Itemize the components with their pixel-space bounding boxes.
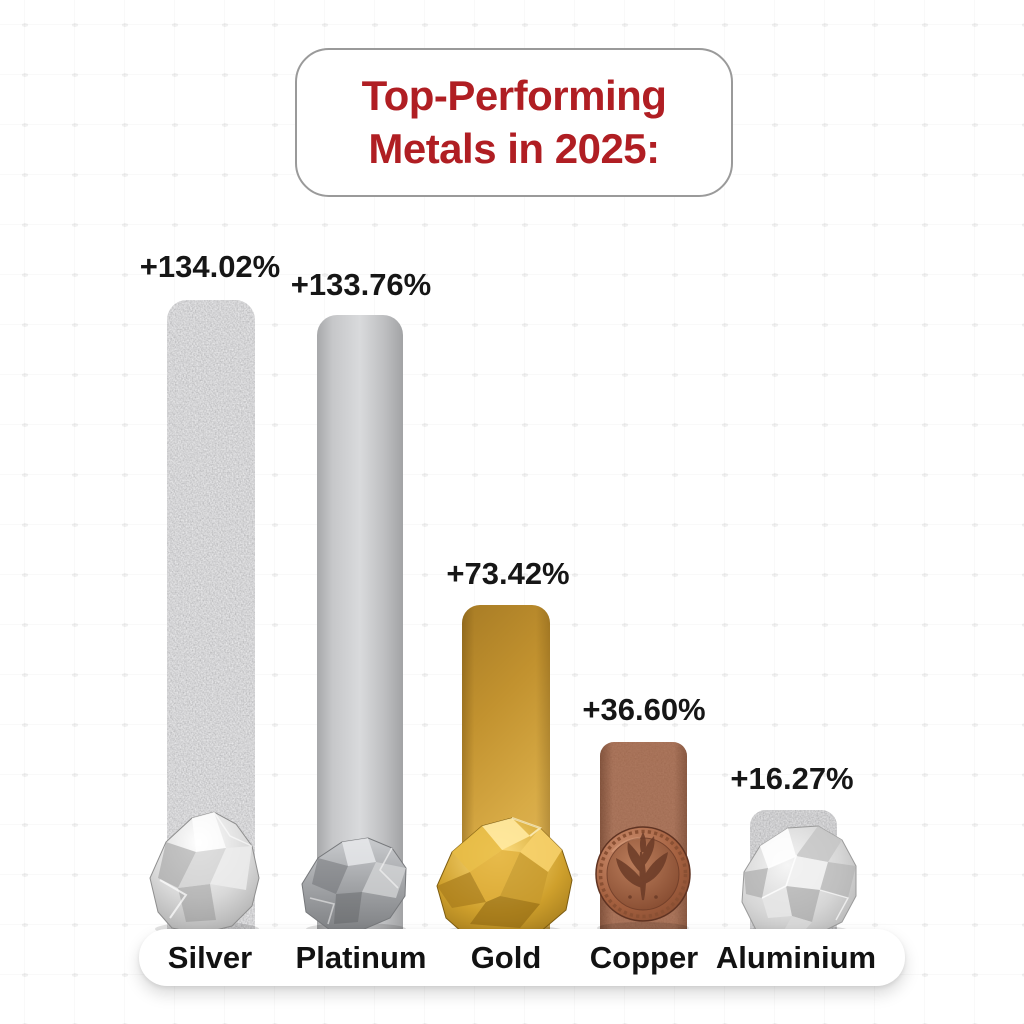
- value-label-silver: +134.02%: [139, 249, 281, 284]
- metal-label-copper: Copper: [589, 940, 699, 975]
- gold-nugget: [436, 817, 573, 939]
- title-line-1: Top-Performing: [361, 71, 667, 119]
- platinum-nugget: [301, 837, 407, 931]
- metal-label-aluminium: Aluminium: [715, 940, 877, 975]
- labels-pill: Silver Platinum Gold Copper Aluminium: [139, 929, 905, 986]
- metal-label-platinum: Platinum: [295, 940, 427, 975]
- silver-nugget: [149, 811, 260, 935]
- value-label-gold: +73.42%: [446, 556, 570, 591]
- value-label-platinum: +133.76%: [290, 267, 432, 302]
- aluminium-foil-ball: [741, 825, 857, 939]
- value-label-aluminium: +16.27%: [730, 761, 854, 796]
- title-line-2: Metals in 2025:: [368, 124, 660, 172]
- title-card: Top-Performing Metals in 2025:: [295, 48, 733, 197]
- platinum-bar: [317, 315, 403, 960]
- coin-leaf-ornament: [616, 832, 668, 901]
- metal-label-silver: Silver: [167, 940, 253, 975]
- value-label-copper: +36.60%: [582, 692, 706, 727]
- metal-label-gold: Gold: [470, 940, 542, 975]
- copper-coin: [595, 826, 691, 922]
